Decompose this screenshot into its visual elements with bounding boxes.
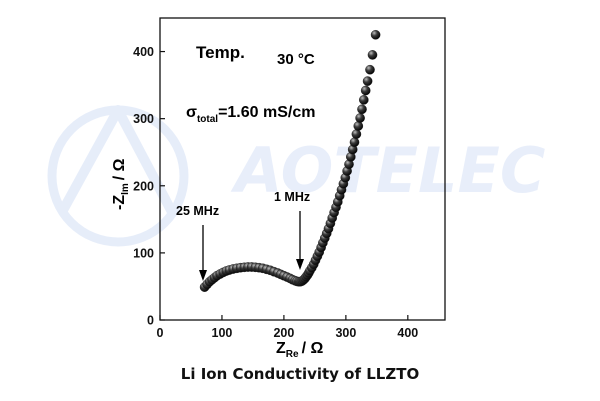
x-tick-label: 400 — [397, 326, 418, 340]
y-tick-label: 300 — [133, 112, 154, 126]
freq-1mhz-arrowhead — [296, 259, 304, 270]
freq-1mhz-label: 1 MHz — [274, 190, 310, 204]
data-point — [367, 50, 378, 60]
sigma-subscript: total — [197, 114, 218, 125]
y-axis-label: -ZIm / Ω — [111, 158, 131, 210]
y-axis-label-main: -Z — [111, 195, 128, 210]
plot-frame — [159, 17, 446, 321]
data-point — [365, 64, 375, 75]
x-tick-label: 0 — [157, 326, 164, 340]
data-point — [360, 85, 371, 96]
x-axis-label-unit: / Ω — [302, 340, 324, 357]
y-axis-label-unit: / Ω — [111, 158, 128, 180]
conductivity-annotation: σtotal=1.60 mS/cm — [186, 104, 315, 125]
temperature-value: 30 °C — [277, 51, 315, 68]
freq-25mhz-label: 25 MHz — [176, 204, 219, 218]
x-tick-label: 100 — [212, 326, 233, 340]
y-axis-label-sub: Im — [120, 183, 131, 195]
y-tick-label: 100 — [133, 246, 154, 260]
freq-25mhz-arrowhead — [199, 270, 207, 281]
axis-ticks: 0 100 200 300 400 0 100 200 300 400 — [133, 45, 418, 340]
temperature-label: Temp. — [196, 43, 245, 62]
sigma-symbol: σ — [186, 104, 197, 121]
x-tick-label: 200 — [273, 326, 294, 340]
data-point — [357, 104, 367, 115]
y-tick-label: 400 — [133, 45, 154, 59]
data-point — [353, 121, 364, 131]
data-point — [370, 29, 381, 40]
x-axis-label: ZRe / Ω — [276, 340, 323, 360]
x-tick-label: 300 — [335, 326, 356, 340]
watermark-logo — [47, 105, 189, 247]
figure-caption: Li Ion Conductivity of LLZTO — [180, 365, 420, 383]
sigma-value: =1.60 mS/cm — [218, 104, 315, 121]
y-tick-label: 200 — [133, 179, 154, 193]
x-axis-label-main: Z — [276, 340, 286, 357]
data-point — [351, 129, 362, 139]
watermark-text: AOTELEC — [230, 134, 546, 207]
data-point — [355, 113, 365, 123]
data-point — [349, 137, 360, 147]
data-point — [358, 95, 369, 105]
y-tick-label: 0 — [147, 314, 154, 328]
x-axis-label-sub: Re — [286, 349, 299, 360]
data-point — [362, 76, 373, 86]
data-points — [199, 29, 381, 292]
